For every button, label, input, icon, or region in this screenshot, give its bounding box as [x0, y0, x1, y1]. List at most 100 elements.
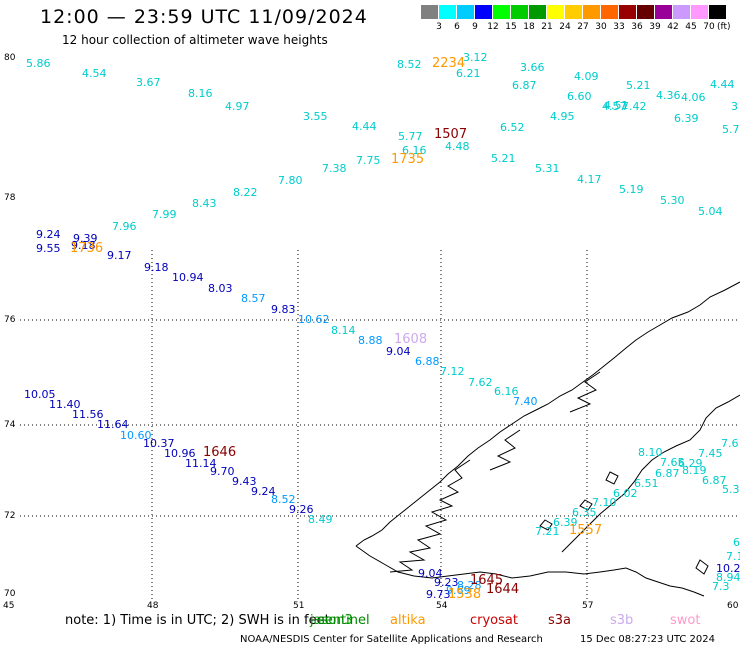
satellite-legend-s3b: s3b — [610, 613, 634, 628]
satellite-legend-s3a: s3a — [548, 613, 572, 628]
pass-time-label: 1735 — [391, 152, 425, 167]
satellite-legend-swot: swot — [670, 613, 701, 628]
satellite-legend-sentinel: sentinel — [318, 613, 370, 628]
longitude-label: 48 — [147, 601, 159, 611]
longitude-label: 54 — [436, 601, 448, 611]
wave-height-value: 8.57 — [241, 292, 266, 305]
colorbar-swatch — [673, 5, 690, 19]
wave-height-value: 6.16 — [402, 144, 427, 157]
colorbar-label: 45 — [685, 22, 697, 32]
wave-height-value: 9.18 — [144, 261, 169, 274]
wave-height-value: 4.95 — [550, 110, 575, 123]
wave-height-value: 8.14 — [331, 324, 356, 337]
wave-height-value: 7.10 — [592, 496, 617, 509]
wave-height-value: 9.04 — [418, 567, 443, 580]
wave-height-value: 3.66 — [520, 61, 545, 74]
coastline-greenland — [355, 281, 740, 597]
wave-height-value: 9.26 — [289, 503, 314, 516]
colorbar-swatch — [511, 5, 528, 19]
wave-height-value: 7.45 — [698, 447, 723, 460]
longitude-label: 60 — [727, 601, 739, 611]
colorbar-swatch — [547, 5, 564, 19]
latitude-label: 80 — [4, 53, 16, 63]
wave-height-value: 11.56 — [72, 408, 104, 421]
colorbar-label: 27 — [577, 22, 589, 32]
wave-height-value: 8.16 — [188, 87, 213, 100]
latitude-label: 78 — [4, 193, 16, 203]
wave-height-value: 8.10 — [638, 446, 663, 459]
colorbar-label: 42 — [667, 22, 679, 32]
wave-height-value: 6.52 — [500, 121, 525, 134]
map-subtitle: 12 hour collection of altimeter wave hei… — [62, 33, 328, 47]
colorbar-swatch — [583, 5, 600, 19]
wave-height-value: 8.19 — [682, 464, 707, 477]
satellite-legend-altika: altika — [390, 613, 426, 628]
wave-height-value: 5.3 — [722, 483, 740, 496]
wave-height-value: 7.21 — [535, 525, 560, 538]
wave-height-value: 7.62 — [468, 376, 493, 389]
wave-height-value: 4.48 — [445, 140, 470, 153]
wave-height-value: 5.21 — [491, 152, 516, 165]
colorbar-label: 3 — [436, 22, 442, 32]
wave-height-value: 8.49 — [308, 513, 333, 526]
wave-height-value: 5.7 — [722, 123, 740, 136]
colorbar-label: 12 — [487, 22, 499, 32]
wave-height-value: 7.40 — [513, 395, 538, 408]
longitude-label: 45 — [3, 601, 15, 611]
footer-timestamp: 15 Dec 08:27:23 UTC 2024 — [580, 634, 715, 645]
wave-height-value: 9.24 — [251, 485, 276, 498]
pass-time-label: 1645 — [470, 573, 504, 588]
wave-height-value: 4.36 — [656, 89, 681, 102]
colorbar-swatch — [529, 5, 546, 19]
wave-height-value: 9.39 — [73, 232, 98, 245]
wave-height-value: 11.40 — [49, 398, 81, 411]
wave-height-value: 4.44 — [710, 78, 735, 91]
wave-height-value: 8.43 — [192, 197, 217, 210]
colorbar-label: 21 — [541, 22, 553, 32]
latitude-label: 76 — [4, 315, 16, 325]
colorbar-label: 33 — [613, 22, 625, 32]
wave-height-value: 10.37 — [143, 437, 175, 450]
wave-height-value: 10.60 — [120, 429, 152, 442]
wave-height-value: 6.21 — [456, 67, 481, 80]
pass-time-label: 1608 — [394, 332, 428, 347]
wave-height-value: 10.96 — [164, 447, 196, 460]
footer-credit: NOAA/NESDIS Center for Satellite Applica… — [240, 634, 543, 645]
wave-height-value: 4.17 — [577, 173, 602, 186]
footer-note: note: 1) Time is in UTC; 2) SWH is in fe… — [65, 613, 330, 628]
wave-height-value: 5.30 — [660, 194, 685, 207]
wave-height-value: 9.73 — [426, 588, 451, 601]
colorbar-label: 6 — [454, 22, 460, 32]
map-title: 12:00 — 23:59 UTC 11/09/2024 — [40, 6, 368, 28]
pass-time-label: 1644 — [486, 582, 520, 597]
wave-height-value: 5.04 — [698, 205, 723, 218]
wave-height-value: 6.51 — [634, 477, 659, 490]
colorbar-label: 15 — [505, 22, 517, 32]
colorbar-swatch — [493, 5, 510, 19]
wave-height-value: 8.28 — [457, 579, 482, 592]
wave-height-value: 9.55 — [36, 242, 61, 255]
wave-height-value: 7.6 — [721, 437, 739, 450]
wave-height-value: 7.3 — [712, 580, 730, 593]
latitude-label: 72 — [4, 511, 16, 521]
wave-height-value: 9.23 — [434, 576, 459, 589]
colorbar-swatch — [457, 5, 474, 19]
colorbar-label: 24 — [559, 22, 571, 32]
wave-height-value: 5.19 — [619, 183, 644, 196]
colorbar-unit: (ft) — [717, 22, 731, 32]
wave-height-value: 6.39 — [674, 112, 699, 125]
colorbar-swatch — [709, 5, 726, 19]
coastline-islands — [539, 471, 709, 575]
wave-height-value: 9.17 — [107, 249, 132, 262]
colorbar-swatch — [475, 5, 492, 19]
wave-height-value: 6.35 — [572, 506, 597, 519]
wave-height-value: 5.31 — [535, 162, 560, 175]
wave-height-value: 9.43 — [232, 475, 257, 488]
colorbar-label: 39 — [649, 22, 661, 32]
wave-height-value: 7.80 — [278, 174, 303, 187]
pass-time-label: 1538 — [448, 587, 482, 602]
wave-height-value: 6.88 — [415, 355, 440, 368]
colorbar-swatch — [601, 5, 618, 19]
wave-height-value: 6.39 — [553, 516, 578, 529]
